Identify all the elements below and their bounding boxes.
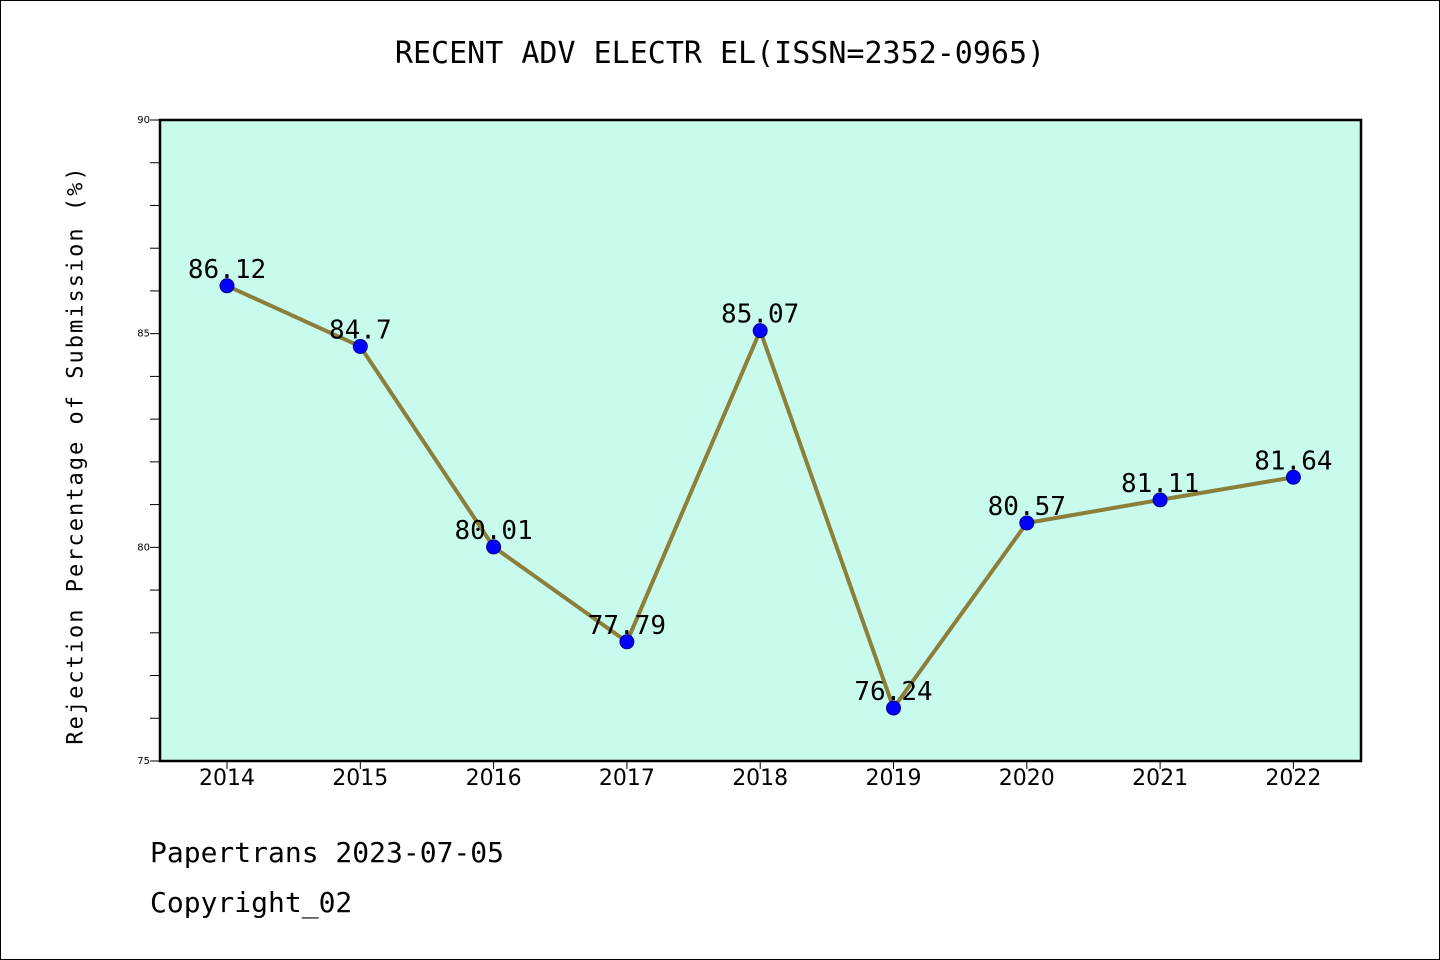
data-point [219,278,235,294]
x-tick-label: 2018 [732,766,788,791]
data-label: 85.07 [721,300,799,330]
x-tick-label: 2020 [999,766,1055,791]
y-tick-label: 85 [137,329,150,340]
data-point [752,323,768,339]
data-label: 84.7 [329,315,392,345]
data-point [486,539,502,555]
footer-copyright: Copyright_02 [150,886,353,919]
data-label: 81.11 [1121,469,1199,499]
footer-source: Papertrans 2023-07-05 [150,836,505,869]
x-tick-label: 2014 [199,766,255,791]
x-tick-label: 2021 [1132,766,1188,791]
data-label: 76.24 [854,677,932,707]
x-tick-label: 2017 [599,766,655,791]
data-label: 86.12 [188,255,266,285]
y-tick-label: 80 [137,542,150,553]
x-tick-label: 2022 [1265,766,1321,791]
plot-border [158,118,1363,763]
data-point [619,634,635,650]
y-tick-label: 90 [137,115,150,126]
data-point [1152,492,1168,508]
data-label: 77.79 [588,611,666,641]
data-label: 81.64 [1254,446,1332,476]
data-label: 80.57 [988,492,1066,522]
data-point [886,700,901,716]
x-tick-label: 2016 [466,766,522,791]
data-point [352,338,368,354]
x-tick-label: 2015 [332,766,388,791]
x-tick-label: 2019 [866,766,922,791]
plot-area [160,120,1361,761]
y-tick-label: 75 [137,756,150,767]
data-point [1019,515,1035,531]
data-label: 80.01 [454,516,532,546]
chart-title: RECENT ADV ELECTR EL(ISSN=2352-0965) [394,36,1046,71]
data-point [1285,469,1301,485]
